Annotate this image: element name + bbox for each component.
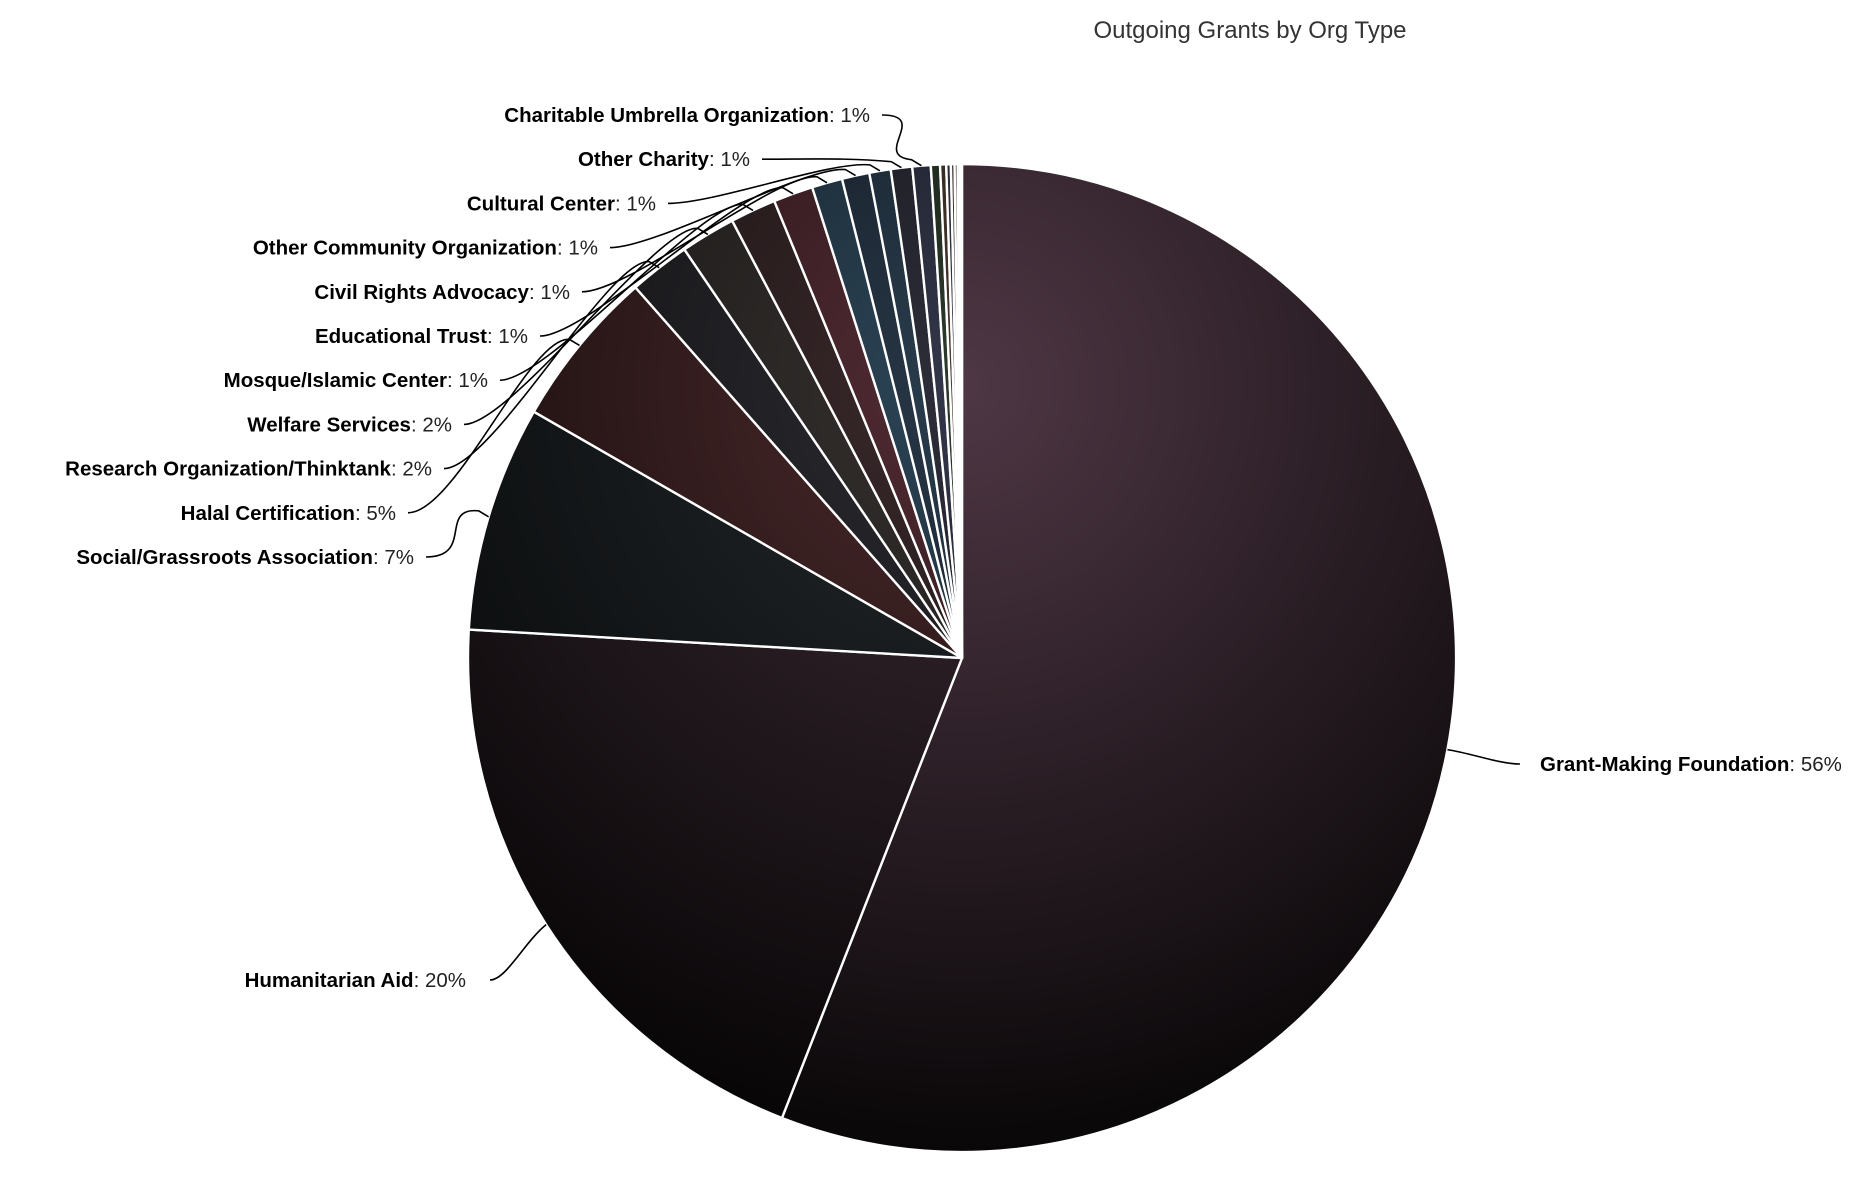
label-pct-social-grassroots-association: 7% [384, 546, 414, 569]
label-separator: : [447, 369, 458, 392]
label-pct-research-organization-thinktank: 2% [402, 458, 432, 481]
label-other-community-organization: Other Community Organization: 1% [253, 237, 598, 260]
pie-slices [466, 162, 1458, 1154]
label-halal-certification: Halal Certification: 5% [181, 502, 396, 525]
connector-cultural-center [667, 163, 881, 205]
label-humanitarian-aid: Humanitarian Aid: 20% [245, 969, 466, 992]
label-pct-halal-certification: 5% [366, 502, 396, 525]
label-pct-educational-trust: 1% [498, 325, 528, 348]
pie-slice-halal-certification[interactable] [532, 286, 964, 660]
label-pct-welfare-services: 2% [422, 413, 452, 436]
label-name-research-organization-thinktank: Research Organization/Thinktank [65, 458, 391, 481]
label-other-charity: Other Charity: 1% [578, 148, 750, 171]
label-separator: : [414, 969, 425, 992]
label-name-charitable-umbrella-organization: Charitable Umbrella Organization [504, 104, 829, 127]
label-name-welfare-services: Welfare Services [247, 413, 411, 436]
label-cultural-center: Cultural Center: 1% [467, 192, 656, 215]
label-name-grant-making-foundation: Grant-Making Foundation [1540, 753, 1789, 776]
label-research-organization-thinktank: Research Organization/Thinktank: 2% [65, 458, 432, 481]
label-separator: : [829, 104, 840, 127]
label-pct-humanitarian-aid: 20% [425, 969, 466, 992]
label-name-humanitarian-aid: Humanitarian Aid [245, 969, 414, 992]
label-connectors [407, 114, 1521, 981]
label-separator: : [529, 281, 540, 304]
connector-other-community-organization [609, 168, 856, 249]
label-pct-charitable-umbrella-organization: 1% [840, 104, 870, 127]
label-pct-cultural-center: 1% [626, 192, 656, 215]
label-pct-other-charity: 1% [720, 148, 750, 171]
label-name-other-community-organization: Other Community Organization [253, 237, 557, 260]
pie-slice-grant-making-foundation[interactable] [780, 162, 1458, 1154]
label-name-educational-trust: Educational Trust [315, 325, 487, 348]
label-pct-other-community-organization: 1% [568, 237, 598, 260]
label-name-civil-rights-advocacy: Civil Rights Advocacy [314, 281, 529, 304]
label-pct-civil-rights-advocacy: 1% [540, 281, 570, 304]
connector-research-organization-thinktank [443, 260, 660, 470]
label-name-other-charity: Other Charity [578, 148, 710, 171]
label-charitable-umbrella-organization: Charitable Umbrella Organization: 1% [504, 104, 870, 127]
label-name-halal-certification: Halal Certification [181, 502, 355, 525]
label-separator: : [391, 458, 402, 481]
label-mosque-islamic-center: Mosque/Islamic Center: 1% [224, 369, 488, 392]
connector-charitable-umbrella-organization [881, 114, 922, 167]
label-separator: : [411, 413, 422, 436]
connector-humanitarian-aid [489, 923, 547, 981]
label-name-mosque-islamic-center: Mosque/Islamic Center [224, 369, 447, 392]
label-name-cultural-center: Cultural Center [467, 192, 615, 215]
label-separator: : [487, 325, 498, 348]
connector-other-charity [761, 158, 902, 169]
label-separator: : [557, 237, 568, 260]
label-grant-making-foundation: Grant-Making Foundation: 56% [1540, 753, 1842, 776]
connector-social-grassroots-association [425, 510, 490, 558]
label-separator: : [615, 192, 626, 215]
pie-slice-minor[interactable] [958, 162, 964, 660]
chart-title: Outgoing Grants by Org Type [1093, 17, 1406, 44]
label-welfare-services: Welfare Services: 2% [247, 413, 452, 436]
label-civil-rights-advocacy: Civil Rights Advocacy: 1% [314, 281, 570, 304]
label-separator: : [355, 502, 366, 525]
connector-welfare-services [463, 227, 709, 426]
label-educational-trust: Educational Trust: 1% [315, 325, 528, 348]
label-separator: : [373, 546, 384, 569]
pie-slice-social-grassroots-association[interactable] [467, 410, 964, 660]
label-social-grassroots-association: Social/Grassroots Association: 7% [76, 546, 414, 569]
slice-labels: Grant-Making Foundation: 56% Humanitarian… [65, 104, 1842, 992]
label-pct-mosque-islamic-center: 1% [458, 369, 488, 392]
connector-halal-certification [407, 338, 580, 514]
label-pct-grant-making-foundation: 56% [1801, 753, 1842, 776]
label-separator: : [709, 148, 720, 171]
label-separator: : [1789, 753, 1800, 776]
connector-grant-making-foundation [1447, 748, 1521, 765]
label-name-social-grassroots-association: Social/Grassroots Association [76, 546, 373, 569]
